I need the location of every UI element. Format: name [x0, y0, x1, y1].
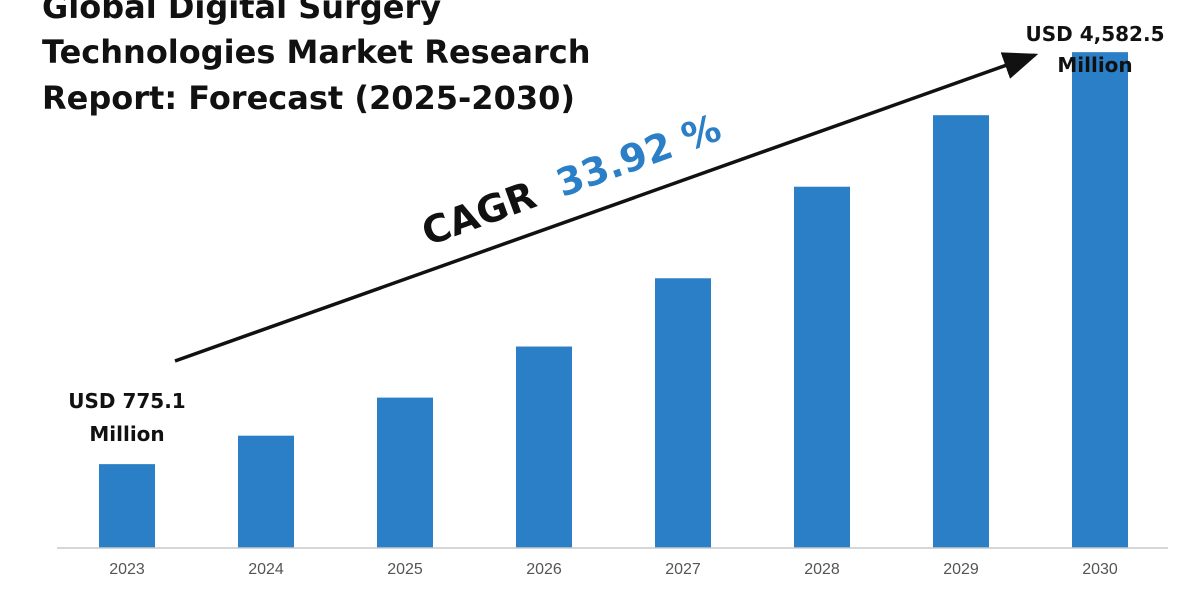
end-value-line-2: Million: [1057, 53, 1132, 77]
x-tick-2023: 2023: [109, 561, 145, 578]
bar-2026: [516, 346, 572, 548]
chart-title: Global Digital Surgery Technologies Mark…: [42, 0, 591, 117]
bar-series: [99, 52, 1128, 549]
cagr-label: CAGR: [416, 173, 542, 255]
x-tick-2029: 2029: [943, 561, 979, 578]
bar-2029: [933, 115, 989, 548]
x-tick-2028: 2028: [804, 561, 840, 578]
end-value-label: USD 4,582.5 Million: [1026, 22, 1165, 77]
bar-2030: [1072, 52, 1128, 549]
end-value-line-1: USD 4,582.5: [1026, 22, 1165, 46]
x-tick-2027: 2027: [665, 561, 701, 578]
bar-2024: [238, 435, 294, 548]
chart-title-line-3: Report: Forecast (2025-2030): [42, 79, 575, 117]
chart-title-line-1: Global Digital Surgery: [42, 0, 441, 26]
bar-2023: [99, 464, 155, 548]
bar-2027: [655, 278, 711, 548]
x-axis-tick-labels: 2023 2024 2025 2026 2027 2028 2029 2030: [109, 561, 1118, 578]
start-value-line-2: Million: [89, 422, 164, 446]
x-tick-2030: 2030: [1082, 561, 1118, 578]
growth-trend-arrow: [174, 52, 1039, 363]
bar-2025: [377, 397, 433, 548]
bar-2028: [794, 186, 850, 548]
cagr-value: 33.92 %: [550, 106, 726, 206]
x-tick-2026: 2026: [526, 561, 562, 578]
x-tick-2025: 2025: [387, 561, 423, 578]
chart-title-line-2: Technologies Market Research: [42, 33, 591, 71]
x-tick-2024: 2024: [248, 561, 284, 578]
start-value-label: USD 775.1 Million: [68, 389, 185, 446]
start-value-line-1: USD 775.1: [68, 389, 185, 413]
